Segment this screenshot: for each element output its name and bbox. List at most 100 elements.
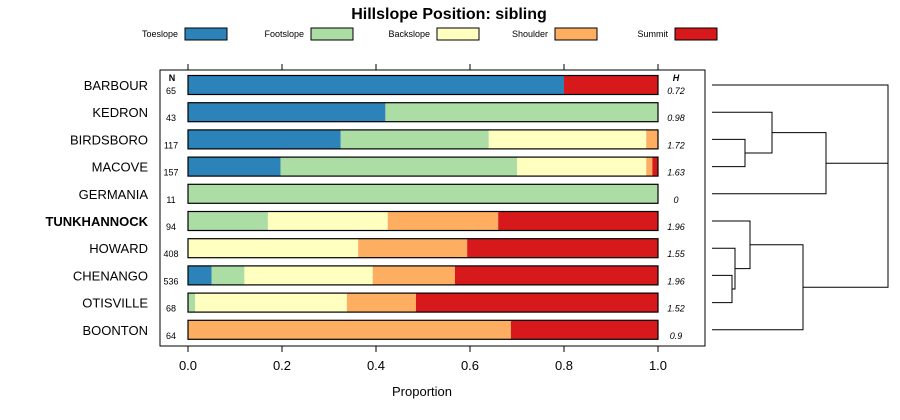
bar-segment-footslope <box>340 129 489 149</box>
bar-outline <box>187 210 659 232</box>
dendrogram-link <box>712 111 773 154</box>
bar-outline <box>187 102 659 123</box>
legend-swatch-summit <box>674 27 718 41</box>
plot-frame <box>159 69 706 347</box>
bar-segment-summit <box>454 265 658 285</box>
bar-outline <box>187 238 659 259</box>
bar-segment-summit <box>652 157 658 177</box>
n-value: 11 <box>166 195 175 205</box>
n-column-header: N <box>169 73 176 83</box>
bar-segment-backslope <box>267 211 388 231</box>
h-value: 1.72 <box>667 140 685 150</box>
dendrogram-link <box>712 220 751 270</box>
x-tick-label: 0.2 <box>273 358 291 373</box>
bar-row: GERMANIA 11 0 <box>79 183 679 205</box>
category-label: OTISVILLE <box>82 296 148 311</box>
bar-segment-shoulder <box>188 320 511 340</box>
bar-outline <box>187 74 659 96</box>
category-label: BIRDSBORO <box>70 132 148 147</box>
category-label: GERMANIA <box>79 187 149 202</box>
bar-segment-backslope <box>488 129 647 149</box>
bar-row: KEDRON 43 0.98 <box>92 102 685 123</box>
bar-row: TUNKHANNOCK 94 1.96 <box>45 210 685 232</box>
x-tick-label: 0.4 <box>367 358 385 373</box>
bar-outline <box>187 156 659 177</box>
bar-segment-toeslope <box>188 75 564 95</box>
bar-outline <box>187 183 659 204</box>
bar-outline <box>187 319 659 340</box>
bar-segment-footslope <box>385 102 658 122</box>
x-tick-label: 0.6 <box>461 358 479 373</box>
bar-row: BARBOUR 65 0.72 <box>84 74 685 96</box>
x-tick-label: 1.0 <box>649 358 667 373</box>
bar-segment-shoulder <box>346 293 416 313</box>
bar-segment-toeslope <box>188 102 386 122</box>
bar-segment-backslope <box>244 265 373 285</box>
dendrogram-link <box>803 124 889 288</box>
x-axis: 0.0 0.2 0.4 0.6 0.8 1.0 <box>179 64 667 373</box>
category-label: BARBOUR <box>84 78 148 93</box>
h-value: 1.55 <box>667 249 686 259</box>
bar-row: BOONTON 64 0.9 <box>83 319 683 341</box>
bar-segment-shoulder <box>372 265 455 285</box>
legend-swatch-shoulder <box>554 27 598 41</box>
legend-label-shoulder: Shoulder <box>512 29 548 39</box>
h-value: 1.96 <box>667 276 685 286</box>
bar-segment-summit <box>510 320 658 340</box>
bar-row: HOWARD 408 1.55 <box>89 238 686 259</box>
bar-segment-summit <box>467 238 658 258</box>
bar-row: OTISVILLE 68 1.52 <box>82 292 685 314</box>
bar-segment-shoulder <box>646 157 653 177</box>
h-value: 0.72 <box>667 86 685 96</box>
legend-label-toeslope: Toeslope <box>142 29 178 39</box>
legend: Toeslope Footslope Backslope Shoulder Summit <box>142 27 718 41</box>
category-label: KEDRON <box>92 105 148 120</box>
h-value: 1.52 <box>667 304 685 314</box>
bar-segment-summit <box>564 75 658 95</box>
category-label: BOONTON <box>83 323 149 338</box>
n-value: 43 <box>166 113 176 123</box>
legend-label-summit: Summit <box>637 29 668 39</box>
bar-segment-backslope <box>188 238 359 258</box>
bar-segment-shoulder <box>387 211 499 231</box>
bar-segment-toeslope <box>188 157 281 177</box>
h-value: 0 <box>673 195 678 205</box>
category-label: HOWARD <box>89 241 148 256</box>
h-value: 1.63 <box>667 168 685 178</box>
legend-swatch-footslope <box>310 27 354 41</box>
dendrogram-link <box>712 274 733 304</box>
chart-title: Hillslope Position: sibling <box>351 6 547 23</box>
bar-row: MACOVE 157 1.63 <box>92 156 685 178</box>
dendrogram-link <box>712 138 746 168</box>
n-value: 157 <box>163 168 178 178</box>
bar-row: CHENANGO 536 1.96 <box>73 265 685 286</box>
bar-segment-toeslope <box>188 265 212 285</box>
dendrogram <box>712 84 889 331</box>
category-label: CHENANGO <box>73 268 148 283</box>
bar-outline <box>187 292 659 313</box>
bar-segment-backslope <box>517 157 647 177</box>
legend-swatch-backslope <box>436 27 480 41</box>
legend-swatch-toeslope <box>184 27 228 41</box>
h-value: 0.98 <box>667 113 685 123</box>
dendrogram-link <box>712 84 889 164</box>
bar-outline <box>187 129 659 150</box>
dendrogram-link <box>712 132 827 195</box>
legend-label-backslope: Backslope <box>388 29 430 39</box>
x-tick-label: 0.0 <box>179 358 197 373</box>
bar-outline <box>187 265 659 286</box>
n-value: 64 <box>166 331 176 341</box>
legend-label-footslope: Footslope <box>264 29 304 39</box>
bar-rows: BARBOUR 65 0.72 KEDRON 43 0.98 BIRDSBORO 117 1.7… <box>45 74 686 341</box>
n-value: 94 <box>166 222 176 232</box>
n-value: 117 <box>164 140 178 150</box>
dendrogram-link <box>712 244 804 331</box>
h-value: 0.9 <box>670 331 683 341</box>
bar-segment-footslope <box>188 184 658 204</box>
bar-segment-footslope <box>280 157 517 177</box>
n-value: 536 <box>163 276 178 286</box>
bar-segment-footslope <box>211 265 245 285</box>
category-label: TUNKHANNOCK <box>45 214 148 229</box>
h-column-header: H <box>673 73 680 83</box>
